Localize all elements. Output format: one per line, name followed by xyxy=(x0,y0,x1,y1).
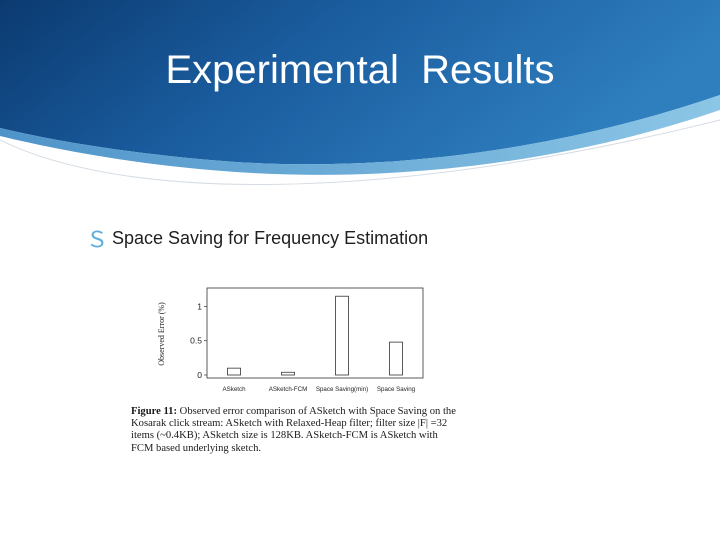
bar xyxy=(389,341,403,376)
s-bullet-icon: Ｓ xyxy=(86,228,109,253)
slide-title: Experimental Results xyxy=(165,48,555,92)
x-tick-label: Space Saving(min) xyxy=(316,386,368,393)
y-tick-label: 0.5 xyxy=(190,336,202,346)
plot-frame xyxy=(206,287,424,379)
figure-label: Figure 11: xyxy=(131,406,178,417)
header-background xyxy=(0,0,720,186)
bar-chart: Observed Error (%) 0 0.5 1 ASketch ASketch-… xyxy=(157,287,424,393)
bullet-text: Space Saving for Frequency Estimation xyxy=(112,227,429,248)
bullet-item: Ｓ Space Saving for Frequency Estimation xyxy=(86,222,428,254)
y-tick-label: 1 xyxy=(197,301,202,311)
caption-text: Observed error comparison of ASketch wit… xyxy=(131,406,456,454)
x-tick-label: ASketch-FCM xyxy=(269,386,308,393)
bar xyxy=(227,367,241,376)
bar xyxy=(281,371,295,376)
bar xyxy=(335,295,349,376)
x-tick-label: ASketch xyxy=(222,386,246,393)
y-axis-label: Observed Error (%) xyxy=(157,302,166,366)
figure-caption: Figure 11: Observed error comparison of … xyxy=(131,406,461,455)
x-tick-label: Space Saving xyxy=(377,386,416,393)
y-tick-label: 0 xyxy=(197,370,202,380)
